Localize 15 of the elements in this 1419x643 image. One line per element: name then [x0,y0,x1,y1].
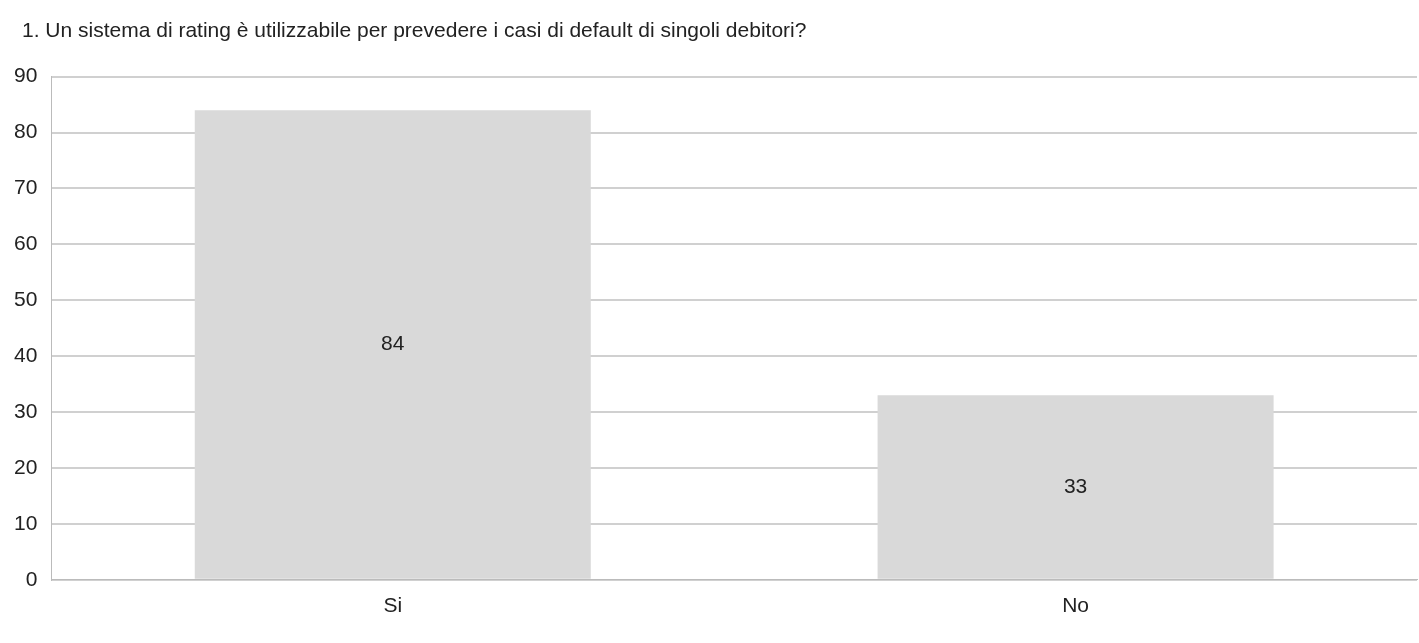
y-tick-label: 20 [14,454,38,478]
y-tick-label: 30 [14,398,38,422]
data-label: 33 [1063,473,1088,497]
chart-title: 1. Un sistema di rating è utilizzabile per prevedere i casi di default di singoli debitori? [22,18,807,42]
y-tick-label: 70 [14,175,38,199]
data-label: 84 [381,331,405,355]
x-tick-label: No [1062,593,1090,617]
x-tick-label: Si [383,593,403,617]
y-tick-label: 0 [25,566,38,590]
y-tick-label: 10 [14,510,38,534]
y-tick-label: 90 [14,63,38,87]
y-tick-label: 40 [14,342,38,366]
y-tick-label: 50 [14,287,38,311]
y-tick-label: 60 [14,231,38,255]
y-tick-label: 80 [14,119,38,143]
